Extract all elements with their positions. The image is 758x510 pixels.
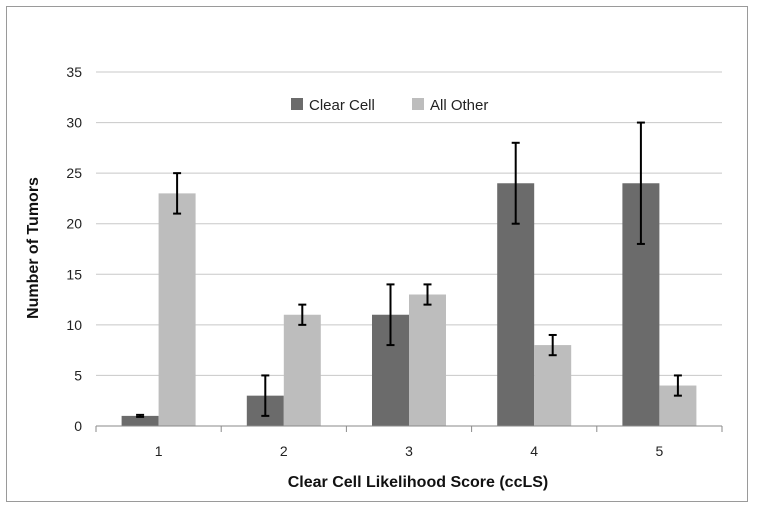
legend-label-all-other: All Other (430, 97, 488, 114)
error-bar-clear-cell-4 (511, 141, 520, 225)
x-tick-label-3: 3 (405, 443, 413, 459)
y-tick-label-10: 10 (66, 317, 82, 333)
error-bars (136, 121, 682, 418)
legend-swatch-all-other (412, 98, 424, 110)
x-tick-label-1: 1 (155, 443, 163, 459)
bar-all-other-3 (409, 294, 446, 426)
legend: Clear Cell All Other (291, 97, 488, 114)
error-bar-all-other-5 (673, 374, 682, 397)
legend-swatch-clear-cell (291, 98, 303, 110)
y-tick-label-25: 25 (66, 165, 82, 181)
x-tick-label-4: 4 (530, 443, 538, 459)
error-bar-clear-cell-2 (261, 374, 270, 417)
x-axis-title: Clear Cell Likelihood Score (ccLS) (288, 474, 549, 491)
bar-clear-cell-1 (121, 415, 159, 426)
error-bar-all-other-4 (548, 333, 557, 357)
x-tick-label-5: 5 (656, 443, 664, 459)
error-bar-all-other-1 (173, 172, 182, 215)
bar-all-other-2 (283, 314, 321, 426)
error-bar-clear-cell-3 (386, 283, 395, 347)
chart-frame (6, 6, 748, 502)
error-bar-clear-cell-1 (136, 413, 145, 418)
y-axis-ticks: 0 5 10 15 20 25 30 35 (66, 64, 82, 434)
bar-all-other-4 (534, 345, 572, 426)
error-bar-all-other-3 (423, 283, 432, 306)
y-tick-label-5: 5 (74, 367, 82, 383)
bars (121, 183, 697, 426)
y-axis-title: Number of Tumors (25, 177, 42, 319)
y-tick-label-20: 20 (66, 216, 82, 232)
y-tick-label-35: 35 (66, 64, 82, 80)
x-tick-label-2: 2 (280, 443, 288, 459)
gridlines (96, 71, 722, 376)
bar-all-other-1 (158, 193, 196, 426)
error-bar-all-other-2 (298, 303, 307, 326)
y-tick-label-30: 30 (66, 115, 82, 131)
error-bar-clear-cell-5 (636, 121, 645, 245)
legend-label-clear-cell: Clear Cell (309, 97, 375, 114)
y-tick-label-0: 0 (74, 418, 82, 434)
y-tick-label-15: 15 (66, 266, 82, 282)
x-axis: 1 2 3 4 5 (95, 425, 723, 459)
